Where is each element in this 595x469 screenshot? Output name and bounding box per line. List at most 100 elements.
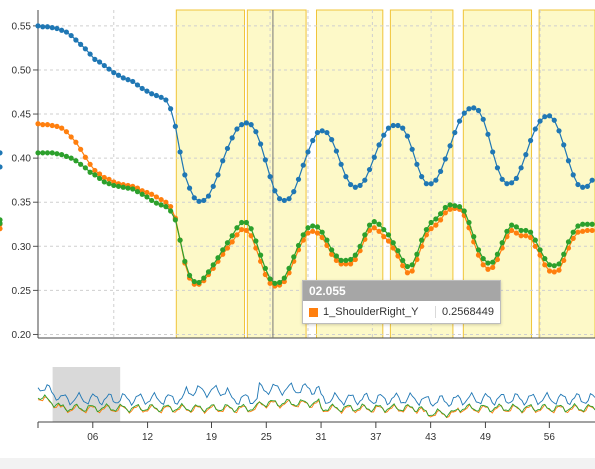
data-point [494, 251, 501, 257]
data-point [144, 189, 150, 196]
data-point [409, 262, 415, 268]
data-point [437, 217, 444, 223]
data-point [63, 29, 70, 35]
data-point [63, 129, 70, 135]
data-point [258, 141, 264, 147]
data-point [376, 221, 382, 227]
data-point [366, 227, 373, 234]
data-point [523, 233, 529, 239]
data-point [0, 226, 3, 232]
overview-navigator[interactable]: 06 12 19 25 31 37 43 49 56 [0, 345, 595, 458]
data-point [324, 237, 330, 243]
data-point [120, 184, 126, 190]
main-chart[interactable]: 0.20 0.25 0.30 0.35 0.40 0.45 0.50 0.55 [0, 0, 595, 345]
data-point [73, 158, 79, 164]
data-point [570, 229, 576, 235]
data-point [357, 182, 363, 189]
data-point [68, 134, 74, 140]
data-point [291, 189, 297, 195]
data-point [584, 227, 591, 234]
navigator-x-tick-label: 19 [206, 432, 218, 443]
data-point [153, 92, 160, 99]
data-point [414, 251, 420, 257]
data-point [168, 106, 174, 112]
data-point [371, 219, 377, 225]
data-point [395, 253, 401, 259]
tooltip-title: 02.055 [303, 281, 500, 301]
data-point [54, 123, 60, 129]
data-point [400, 125, 406, 131]
data-point [352, 256, 358, 263]
data-point [381, 226, 387, 233]
footer-strip [0, 458, 595, 469]
tooltip-value: 0.2568449 [435, 306, 500, 318]
overview-line-2 [37, 394, 595, 418]
data-point [390, 122, 396, 129]
data-point [456, 118, 463, 124]
navigator-x-tick-label: 12 [142, 432, 154, 443]
data-point [542, 262, 548, 268]
y-tick-label: 0.40 [12, 154, 32, 165]
navigator-x-tick-label: 06 [87, 432, 99, 443]
data-point [447, 202, 453, 208]
data-point [333, 148, 339, 154]
data-point [471, 234, 477, 240]
data-point [262, 271, 268, 278]
data-point [556, 267, 562, 273]
data-point [433, 222, 439, 228]
data-point [78, 146, 84, 152]
data-point [267, 174, 273, 180]
data-point [40, 150, 46, 156]
data-point [248, 226, 254, 232]
data-point [248, 122, 254, 128]
data-point [130, 186, 136, 192]
data-point [163, 199, 169, 205]
data-point [243, 227, 250, 234]
data-point [168, 208, 174, 214]
data-point [125, 185, 131, 191]
data-point [310, 223, 316, 229]
tooltip-row: 1_ShoulderRight_Y 0.2568449 [303, 301, 500, 323]
data-point [120, 75, 126, 81]
data-point [54, 25, 60, 32]
data-point [310, 228, 316, 234]
data-point [258, 252, 264, 258]
data-point [433, 177, 439, 183]
data-point [319, 128, 325, 134]
data-point [485, 260, 491, 266]
data-point [63, 153, 70, 159]
tooltip-series-name: 1_ShoulderRight_Y [323, 306, 419, 318]
data-point [371, 154, 377, 160]
data-point [504, 228, 510, 234]
data-point [224, 145, 231, 152]
data-point [106, 181, 112, 187]
data-point [153, 200, 160, 206]
data-point [92, 172, 98, 178]
data-point [575, 229, 581, 235]
data-point [115, 183, 122, 189]
data-point [362, 232, 368, 238]
data-point [158, 196, 164, 203]
data-point [551, 117, 557, 123]
data-point [73, 139, 79, 145]
data-point [442, 204, 448, 211]
data-point [272, 280, 278, 286]
data-point [305, 149, 311, 155]
data-point [428, 181, 434, 187]
data-point [475, 107, 482, 114]
data-point [589, 227, 595, 234]
data-point [329, 137, 335, 143]
data-point [111, 70, 117, 76]
data-point [404, 263, 411, 270]
data-point [205, 269, 212, 275]
data-point [224, 240, 231, 246]
data-point [243, 219, 250, 226]
data-point [272, 188, 278, 194]
data-point [343, 257, 349, 264]
data-point [485, 266, 491, 272]
data-point [499, 176, 505, 182]
data-point [291, 254, 297, 260]
data-point [466, 106, 472, 112]
data-point [589, 221, 595, 227]
data-point [580, 228, 586, 234]
